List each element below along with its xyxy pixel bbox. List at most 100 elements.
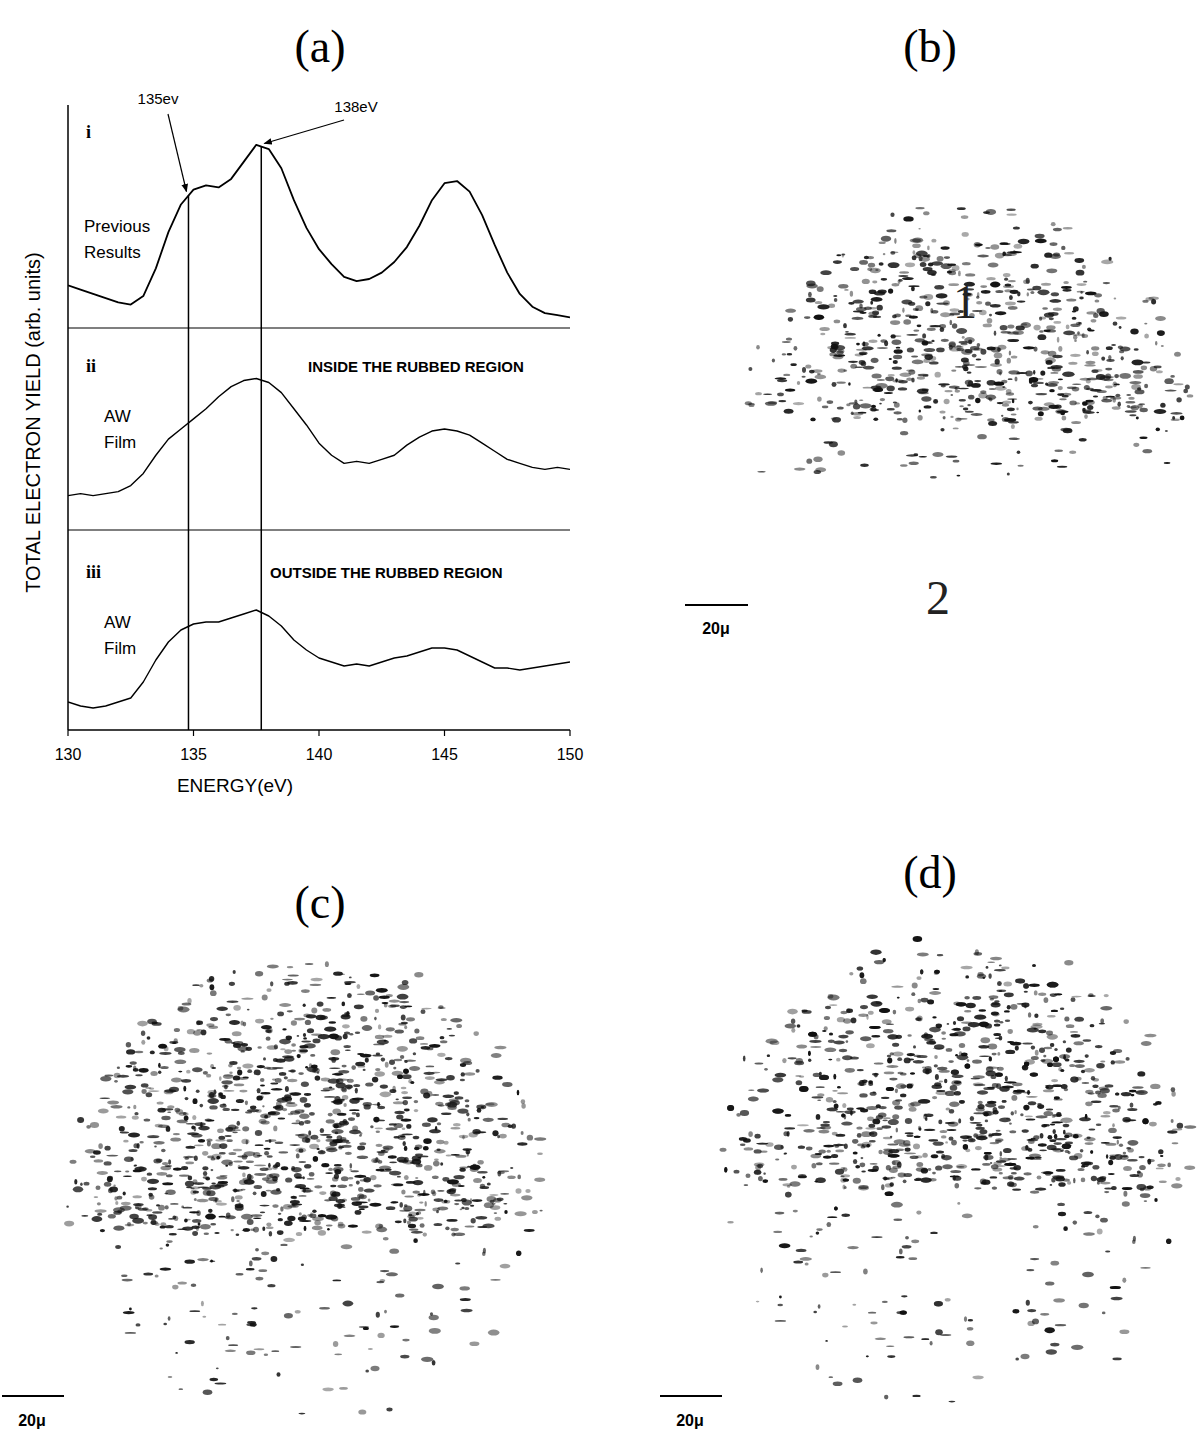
speckle	[1039, 317, 1046, 320]
speckle	[385, 1062, 389, 1068]
speckle	[287, 1216, 295, 1221]
speckle	[215, 1139, 225, 1141]
speckle	[1001, 331, 1012, 334]
series-label-line: Film	[104, 433, 136, 452]
speckle	[1113, 381, 1117, 387]
speckle	[404, 1157, 409, 1163]
speckle	[282, 979, 293, 981]
speckle	[196, 1226, 199, 1231]
speckle	[852, 317, 864, 320]
speckle	[924, 294, 934, 300]
speckle	[167, 1105, 174, 1108]
speckle	[976, 358, 982, 360]
speckle	[1133, 374, 1143, 379]
speckle	[931, 340, 934, 342]
speckle	[896, 347, 901, 349]
speckle	[307, 1028, 314, 1033]
speckle	[249, 1261, 253, 1267]
speckle	[1161, 345, 1164, 347]
speckle	[218, 1324, 226, 1326]
speckle	[265, 1029, 271, 1033]
speckle	[929, 361, 939, 364]
speckle	[1126, 394, 1131, 396]
speckle	[120, 1132, 129, 1134]
speckle	[870, 301, 873, 305]
speckle	[517, 1142, 527, 1145]
speckle	[778, 400, 786, 402]
speckle	[1072, 317, 1077, 320]
speckle	[334, 1204, 345, 1208]
speckle	[775, 377, 787, 379]
speckle	[1134, 348, 1139, 351]
speckle	[952, 265, 960, 271]
speckle	[1053, 321, 1061, 324]
speckle	[492, 1076, 502, 1080]
speckle	[90, 1122, 99, 1128]
speckle	[309, 1172, 315, 1177]
speckle	[191, 1186, 200, 1189]
speckle	[233, 1189, 237, 1193]
speckle	[192, 1067, 203, 1072]
speckle	[873, 418, 878, 421]
subplot-label: iii	[86, 562, 101, 582]
speckle	[133, 1195, 142, 1198]
speckle	[325, 961, 329, 967]
speckle	[1130, 328, 1138, 334]
speckle	[320, 1128, 324, 1133]
speckle	[961, 349, 972, 355]
speckle	[464, 1072, 475, 1075]
speckle	[995, 311, 1007, 315]
speckle	[460, 1286, 470, 1290]
speckle	[986, 277, 995, 280]
speckle	[332, 1176, 338, 1181]
speckle	[930, 476, 937, 479]
speckle	[165, 1225, 174, 1228]
speckle	[1069, 451, 1076, 454]
speckle	[401, 1087, 407, 1089]
speckle	[435, 1126, 437, 1131]
speckle	[328, 1168, 333, 1171]
speckle	[1106, 396, 1115, 398]
speckle	[328, 1113, 333, 1117]
speckle	[381, 1150, 386, 1152]
speckle	[468, 1118, 471, 1122]
speckle	[832, 355, 843, 359]
speckle	[1079, 297, 1084, 300]
speckle	[921, 353, 932, 356]
speckle	[974, 380, 981, 382]
speckle	[903, 216, 913, 221]
speckle	[763, 394, 772, 396]
speckle	[911, 286, 915, 291]
speckle	[846, 403, 850, 406]
speckle	[383, 1237, 389, 1240]
speckle	[127, 1222, 131, 1226]
speckle	[467, 1166, 470, 1168]
x-tick	[569, 730, 570, 736]
speckle	[304, 1164, 311, 1169]
speckle	[214, 1232, 219, 1234]
annotation: 135ev	[138, 90, 179, 107]
speckle	[277, 1372, 281, 1377]
speckle	[166, 1240, 172, 1243]
speckle	[931, 239, 936, 243]
speckle	[392, 1086, 395, 1092]
speckle	[955, 387, 958, 390]
speckle	[782, 341, 791, 343]
speckle	[420, 1223, 425, 1228]
speckle	[137, 1021, 148, 1027]
speckle	[927, 270, 937, 275]
speckle	[376, 1312, 380, 1318]
speckle	[107, 1176, 113, 1182]
speckle	[133, 1203, 144, 1206]
speckle	[922, 340, 928, 345]
speckle	[1044, 330, 1051, 332]
speckle	[889, 358, 892, 360]
speckle	[913, 250, 916, 255]
speckle	[305, 1020, 311, 1025]
speckle	[1013, 226, 1020, 229]
speckle	[1049, 299, 1061, 303]
speckle	[323, 1087, 335, 1090]
speckle	[375, 1068, 380, 1071]
speckle	[465, 1099, 470, 1102]
speckle	[912, 255, 917, 260]
